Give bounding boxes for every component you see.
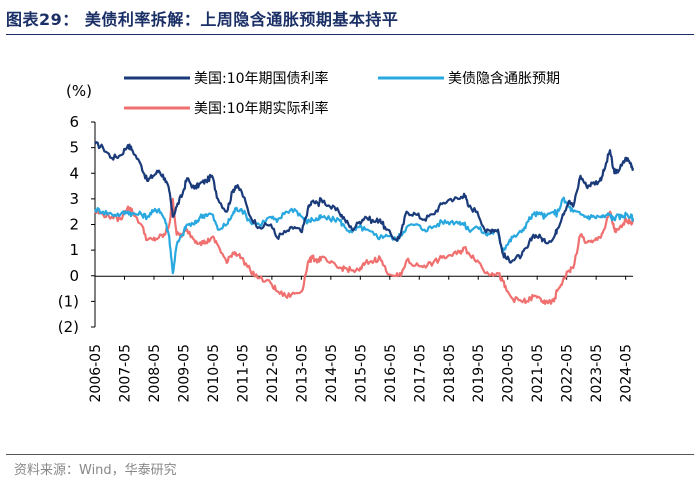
x-tick-label: 2024-05 [619, 344, 635, 403]
x-tick-label: 2023-05 [589, 344, 605, 403]
y-tick-label: (1) [58, 292, 79, 310]
x-tick-label: 2016-05 [383, 344, 399, 403]
legend-label-10y-yield: 美国:10年期国债利率 [194, 70, 329, 87]
y-tick-label: (2) [58, 318, 79, 336]
series-lines [94, 141, 635, 305]
x-tick-label: 2021-05 [530, 344, 546, 403]
x-tick-label: 2020-05 [501, 344, 517, 403]
legend-label-breakeven: 美债隐含通胀预期 [448, 71, 560, 87]
source-note: 资料来源：Wind，华泰研究 [14, 463, 177, 478]
x-tick-label: 2007-05 [117, 344, 133, 403]
x-tick-label: 2008-05 [147, 344, 163, 403]
y-tick-label: 1 [69, 241, 79, 259]
y-axis-label: (%) [66, 82, 92, 100]
x-tick-label: 2012-05 [265, 344, 281, 403]
y-tick-label: 5 [69, 139, 79, 157]
x-tick-label: 2013-05 [294, 344, 310, 403]
x-tick-label: 2022-05 [560, 344, 576, 403]
x-axis-ticks: 2006-05 2007-05 2008-05 2009-05 2010-05 2011-… [88, 275, 635, 403]
y-tick-label: 2 [69, 216, 79, 234]
legend-label-real-rate: 美国:10年期实际利率 [194, 100, 329, 117]
x-tick-label: 2017-05 [412, 344, 428, 403]
x-tick-label: 2006-05 [88, 344, 104, 403]
x-tick-label: 2010-05 [206, 344, 222, 403]
x-tick-label: 2015-05 [353, 344, 369, 403]
footer-divider [6, 454, 694, 455]
y-tick-label: 6 [69, 113, 79, 131]
title-divider [6, 34, 694, 35]
y-tick-label: 4 [69, 164, 79, 182]
series-line-0 [94, 141, 635, 264]
x-tick-label: 2014-05 [324, 344, 340, 403]
chart-legend: 美国:10年期国债利率 美债隐含通胀预期 美国:10年期实际利率 [124, 70, 560, 117]
y-axis-ticks: 6 5 4 3 2 1 0 (1) (2) [58, 113, 95, 336]
series-line-1 [94, 196, 635, 275]
x-tick-label: 2019-05 [471, 344, 487, 403]
chart-title: 图表29： 美债利率拆解：上周隐含通胀预期基本持平 [6, 10, 399, 29]
line-chart: (%) 美国:10年期国债利率 美债隐含通胀预期 美国:10年期实际利率 6 5 4… [58, 70, 635, 403]
x-tick-label: 2011-05 [235, 344, 251, 403]
x-tick-label: 2018-05 [442, 344, 458, 403]
y-tick-label: 3 [69, 190, 79, 208]
x-tick-label: 2009-05 [176, 344, 192, 403]
y-tick-label: 0 [69, 267, 79, 285]
